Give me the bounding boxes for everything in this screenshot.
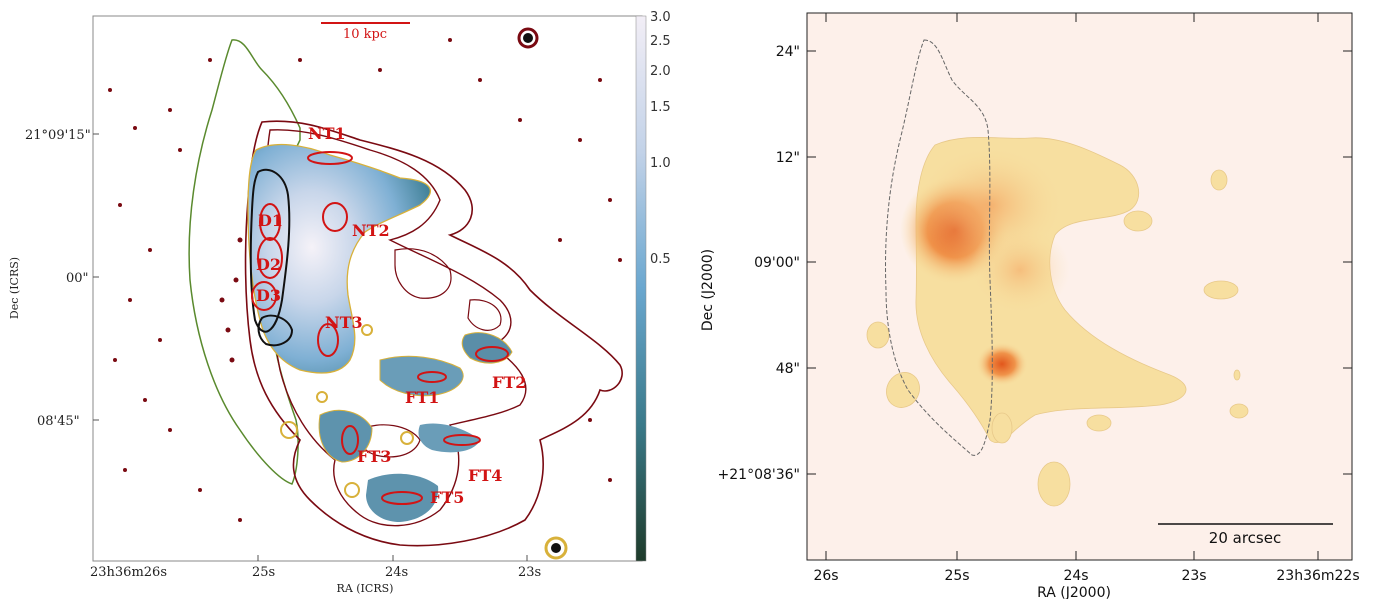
region-nt1-ellipse: [307, 151, 353, 165]
core-contour-1: [249, 168, 291, 333]
y-tick-label: +21°08'36": [718, 467, 800, 483]
label-ft4: FT4: [468, 466, 502, 485]
left-tick-labels: 23h36m26s 25s 24s 23s 21°09'15" 00" 08'4…: [25, 128, 541, 580]
left-y-axis-label: Dec (ICRS): [8, 257, 21, 319]
emission-warm-region-2: [970, 225, 1070, 315]
region-d3-ellipse: [251, 281, 277, 311]
colorbar-tick: 1.0: [650, 156, 671, 171]
colorbar-tick: 3.0: [650, 10, 671, 25]
region-nt3-ellipse: [317, 323, 339, 357]
y-tick-label: 09'00": [754, 255, 800, 271]
right-plot-frame: [806, 12, 1353, 561]
background-speckles: [108, 38, 622, 522]
outer-emission-contour: [244, 120, 623, 547]
region-ft3-ellipse: [341, 425, 359, 455]
colorbar-tick-labels: 3.0 2.5 2.0 1.5 1.0 0.5: [650, 10, 671, 267]
colorbar-tick: 1.5: [650, 100, 671, 115]
colorbar: [635, 15, 647, 562]
x-tick-label: 26s: [813, 568, 838, 584]
x-tick-label: 25s: [944, 568, 969, 584]
left-plot-frame: [92, 15, 643, 562]
x-tick-label: 23s: [1181, 568, 1206, 584]
label-d3: D3: [256, 286, 281, 305]
left-axis-ticks: [93, 133, 528, 561]
y-tick-label: 12": [776, 150, 800, 166]
y-tick-label: 24": [776, 44, 800, 60]
region-d2-ellipse: [257, 237, 283, 279]
left-image-plot: NT1 D1 NT2 D2 D3 NT3 FT1 FT2 FT3 FT4 FT5…: [8, 10, 671, 595]
x-tick-label: 24s: [1063, 568, 1088, 584]
label-ft5: FT5: [430, 488, 464, 507]
label-ft1: FT1: [405, 388, 439, 407]
region-d1-ellipse: [259, 203, 281, 241]
mid-emission-contour: [264, 129, 527, 527]
galaxy-emission: [247, 143, 432, 374]
label-nt2: NT2: [352, 221, 390, 240]
left-figure-panel: NT1 D1 NT2 D2 D3 NT3 FT1 FT2 FT3 FT4 FT5…: [0, 0, 690, 599]
label-nt1: NT1: [308, 124, 346, 143]
y-tick-label: 00": [66, 271, 89, 286]
y-tick-label: 08'45": [37, 414, 80, 429]
right-axis-ticks: [807, 13, 1352, 560]
label-nt3: NT3: [325, 313, 363, 332]
y-tick-label: 21°09'15": [25, 128, 91, 143]
right-figure-panel: 20 arcsec 26s 25s 24s 23s 23h36m22s 24" …: [690, 0, 1382, 601]
label-ft2: FT2: [492, 373, 526, 392]
region-nt2-ellipse: [322, 202, 348, 232]
dashed-galaxy-outline: [885, 39, 993, 456]
point-sources: [280, 324, 414, 498]
x-tick-label: 23h36m22s: [1276, 568, 1359, 584]
right-y-axis-label: Dec (J2000): [700, 249, 716, 331]
emission-hotspot-lower: [976, 342, 1028, 386]
tail-emission-3: [318, 409, 373, 463]
left-scale-bar-label: 10 kpc: [343, 27, 387, 42]
region-ft1-ellipse: [417, 371, 447, 383]
right-scale-bar-label: 20 arcsec: [1209, 529, 1281, 547]
y-tick-label: 48": [776, 361, 800, 377]
colorbar-tick: 0.5: [650, 252, 671, 267]
tail-emission-1: [379, 355, 464, 397]
label-d2: D2: [256, 255, 281, 274]
right-x-axis-label: RA (J2000): [1037, 585, 1111, 599]
left-x-axis-label: RA (ICRS): [337, 582, 394, 595]
region-labels: NT1 D1 NT2 D2 D3 NT3 FT1 FT2 FT3 FT4 FT5: [256, 124, 526, 507]
right-tick-labels: 26s 25s 24s 23s 23h36m22s 24" 12" 09'00"…: [718, 44, 1360, 584]
colorbar-tick: 2.0: [650, 64, 671, 79]
colorbar-tick: 2.5: [650, 34, 671, 49]
region-ft2-ellipse: [475, 346, 509, 362]
isolated-emission-blobs: [866, 169, 1249, 507]
region-ft4-ellipse: [443, 434, 481, 446]
tail-emission-5: [366, 473, 439, 522]
region-ft5-ellipse: [381, 491, 423, 505]
x-tick-label: 25s: [252, 565, 275, 580]
region-ellipses: [251, 151, 509, 505]
x-tick-label: 23s: [518, 565, 541, 580]
core-contour-2: [257, 314, 294, 347]
label-ft3: FT3: [357, 447, 391, 466]
label-d1: D1: [258, 211, 283, 230]
x-tick-label: 24s: [385, 565, 408, 580]
x-tick-label: 23h36m26s: [90, 565, 167, 580]
right-image-plot: 20 arcsec 26s 25s 24s 23s 23h36m22s 24" …: [700, 12, 1360, 601]
bright-sources: [517, 27, 568, 560]
